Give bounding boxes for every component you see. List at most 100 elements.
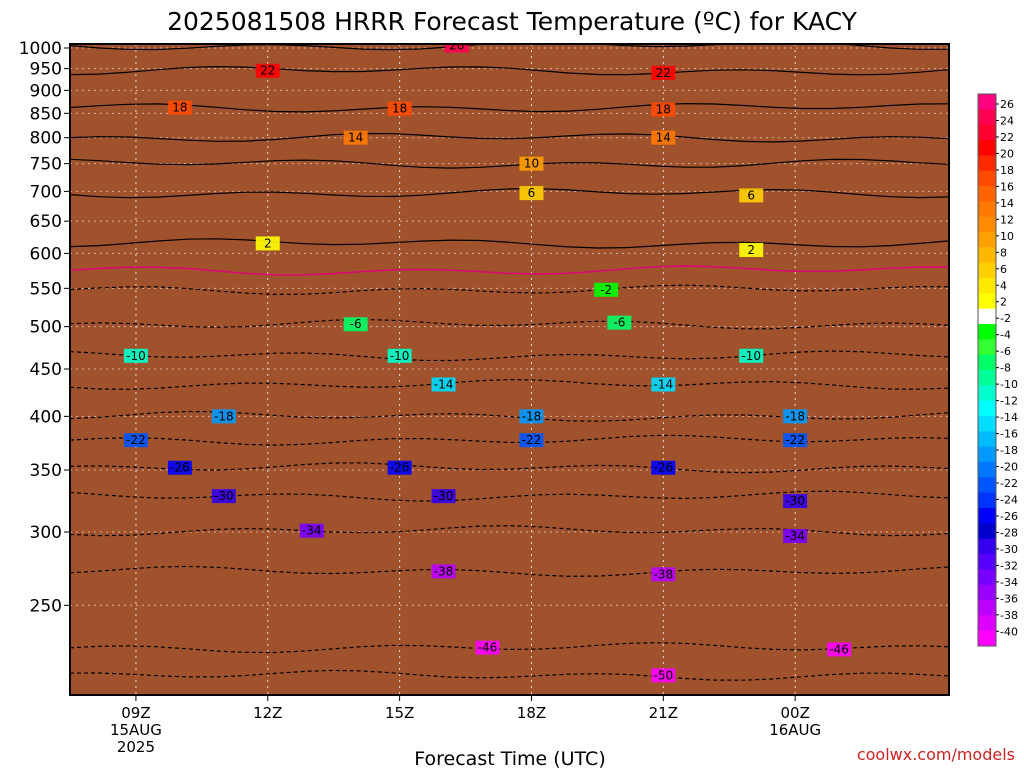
colorbar-swatch (978, 370, 996, 386)
colorbar-swatch (978, 508, 996, 524)
contour-label-bg (299, 523, 324, 538)
contour-line (70, 102, 949, 113)
contour-label-bg (651, 377, 676, 392)
colorbar-label: 2 (1000, 296, 1007, 309)
colorbar-swatch (978, 630, 996, 647)
colorbar-swatch (978, 324, 996, 340)
y-tick-label: 450 (30, 360, 62, 380)
y-tick-label: 650 (30, 212, 62, 232)
contour-label-bg (431, 489, 456, 504)
contour-label-bg (651, 130, 676, 145)
colorbar-label: -34 (1000, 576, 1018, 589)
x-tick-label: 21Z (649, 704, 678, 722)
contour-label: -18 (214, 409, 234, 423)
contour-label-bg (387, 101, 412, 116)
contour-label-bg (594, 282, 619, 297)
colorbar-label: -40 (1000, 625, 1018, 638)
colorbar-swatch (978, 216, 996, 233)
contour-label-bg (211, 489, 236, 504)
contour-line (70, 158, 949, 169)
contour-label: -10 (390, 349, 410, 363)
y-tick-label: 600 (30, 244, 62, 264)
contour-label: 14 (348, 131, 363, 145)
colorbar-swatch (978, 523, 996, 540)
colorbar-label: -2 (1000, 312, 1011, 325)
contour-label: -34 (302, 524, 322, 538)
contour-label-bg (651, 65, 676, 80)
y-tick-label: 950 (30, 60, 62, 80)
contour-label-bg (783, 529, 808, 544)
credit-link[interactable]: coolwx.com/models (857, 745, 1015, 764)
y-tick-label: 500 (30, 318, 62, 338)
colorbar-label: 6 (1000, 263, 1007, 276)
colorbar-label: -24 (1000, 493, 1018, 506)
colorbar-label: -14 (1000, 411, 1018, 424)
colorbar-swatch (978, 186, 996, 202)
contour-label: -14 (654, 377, 674, 391)
contour-label: -18 (785, 409, 805, 423)
contour-label-bg (739, 188, 764, 203)
colorbar-swatch (978, 124, 996, 141)
contour-label-bg (783, 409, 808, 424)
contour-label: 18 (172, 101, 187, 115)
contour-label-bg (444, 44, 469, 53)
contour-label-bg (783, 433, 808, 448)
colorbar-label: -8 (1000, 362, 1011, 375)
colorbar-label: -26 (1000, 510, 1018, 523)
y-tick-label: 250 (30, 596, 62, 616)
colorbar-label: 4 (1000, 279, 1007, 292)
colorbar-label: -38 (1000, 609, 1018, 622)
colorbar-swatch (978, 94, 996, 110)
contour-label: 6 (747, 188, 755, 202)
colorbar-swatch (978, 232, 996, 248)
contour-line (70, 188, 949, 199)
x-tick-label: 12Z (253, 704, 282, 722)
contour-label-bg (123, 433, 148, 448)
contour-label-bg (739, 243, 764, 258)
x-tick-label: 00Z (780, 704, 809, 722)
contour-label-bg (519, 433, 544, 448)
contour-label: -30 (785, 494, 805, 508)
colorbar-label: 8 (1000, 246, 1007, 259)
freezing-line (70, 265, 949, 276)
x-tick-label: 15Z (385, 704, 414, 722)
colorbar-swatch (978, 339, 996, 356)
colorbar-label: 20 (1000, 147, 1014, 160)
contour-label: -10 (126, 349, 146, 363)
x-tick-date: 16AUG (769, 721, 821, 739)
colorbar-label: 16 (1000, 180, 1014, 193)
contour-label: -22 (522, 433, 542, 447)
contour-label: -30 (434, 489, 454, 503)
colorbar-label: -4 (1000, 329, 1011, 342)
colorbar-label: -18 (1000, 444, 1018, 457)
colorbar: 26 24 22 20 18 16 14 12 10 8 6 4 2 -2 -4 -6 -8 -10 -12 -14 -… (977, 93, 1018, 647)
x-axis-label: Forecast Time (UTC) (414, 748, 605, 768)
y-tick-label: 900 (30, 81, 62, 101)
contour-label-bg (519, 186, 544, 201)
colorbar-label: 12 (1000, 213, 1014, 226)
contour-label: -34 (785, 529, 805, 543)
contour-label-bg (431, 377, 456, 392)
colorbar-swatch (978, 293, 996, 310)
contour-label: 14 (656, 131, 671, 145)
contour-label: 10 (524, 157, 539, 171)
colorbar-label: -16 (1000, 428, 1018, 441)
contour-label-bg (211, 409, 236, 424)
y-tick-label: 700 (30, 182, 62, 202)
y-tick-label: 550 (30, 279, 62, 299)
colorbar-swatch (978, 400, 996, 417)
contour-line (70, 238, 949, 249)
colorbar-label: 26 (1000, 98, 1014, 111)
contour-label: 22 (260, 64, 275, 78)
contour-label: -22 (785, 433, 805, 447)
colorbar-swatch (978, 170, 996, 187)
colorbar-swatch (978, 308, 996, 325)
contour-label-bg (387, 460, 412, 475)
contour-label-bg (255, 63, 280, 78)
contour-label-bg (651, 102, 676, 117)
contour-label-bg (343, 130, 368, 145)
contour-label-bg (475, 640, 500, 655)
